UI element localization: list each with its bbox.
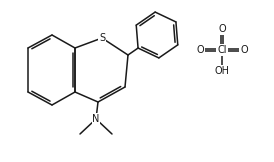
Text: N: N bbox=[92, 114, 100, 124]
Text: O: O bbox=[196, 45, 204, 55]
Text: O: O bbox=[240, 45, 248, 55]
Text: S: S bbox=[99, 33, 105, 43]
Text: O: O bbox=[218, 24, 226, 34]
Text: OH: OH bbox=[215, 66, 230, 76]
Text: Cl: Cl bbox=[217, 45, 227, 55]
